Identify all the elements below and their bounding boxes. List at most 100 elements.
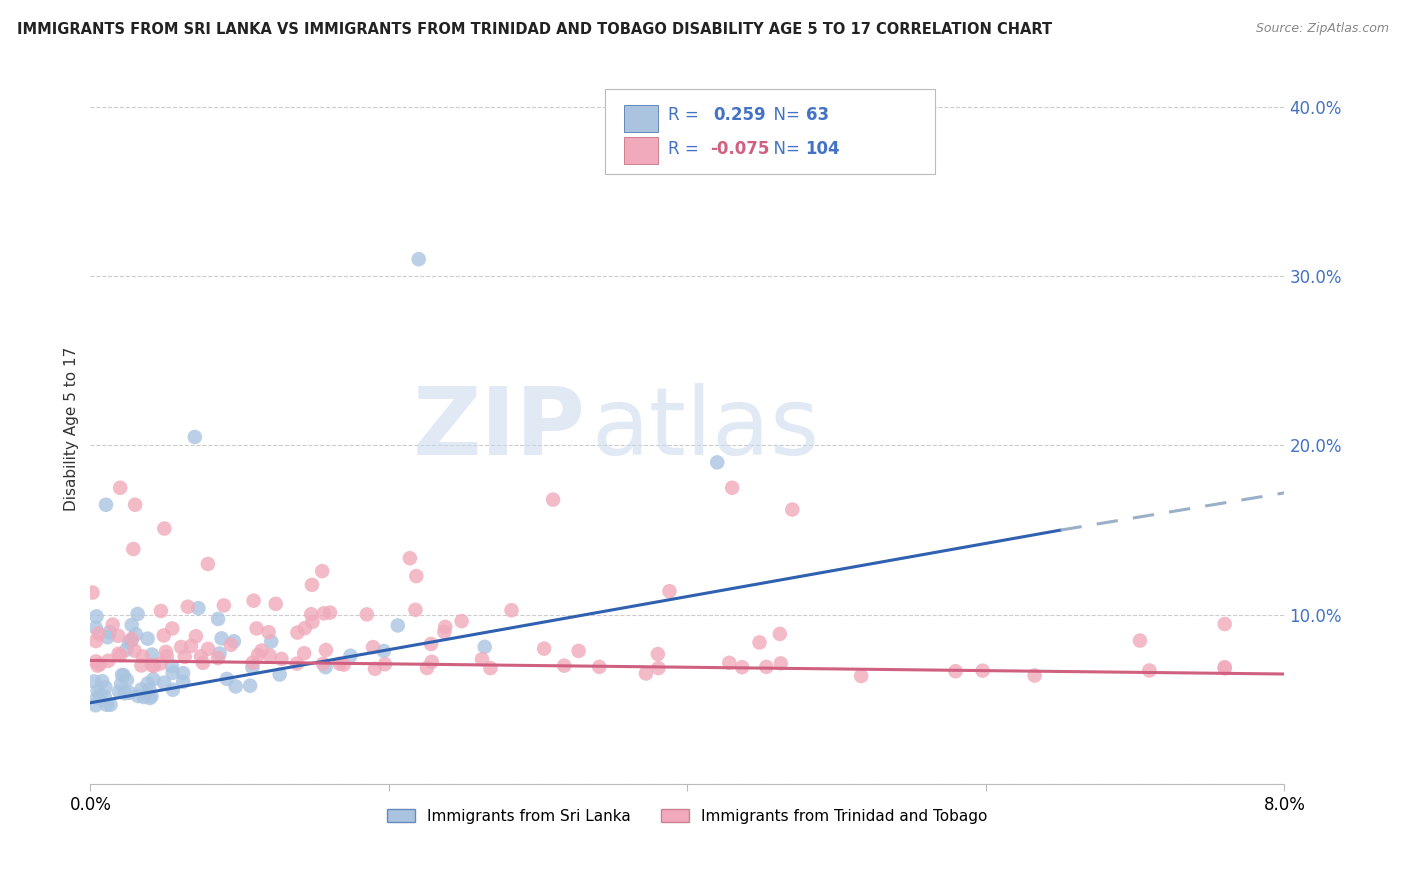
Point [658,584,681,599]
Point [405,569,427,583]
Point [433,624,456,639]
Point [398,551,420,566]
Text: R =: R = [668,106,704,124]
Point [124,498,146,512]
Text: N=: N= [763,106,806,124]
Point [474,640,496,654]
Point [247,648,270,662]
Point [121,632,143,646]
Point [118,635,141,649]
Point [257,625,280,640]
Point [84,655,107,669]
Legend: Immigrants from Sri Lanka, Immigrants from Trinidad and Tobago: Immigrants from Sri Lanka, Immigrants fr… [381,803,994,830]
Point [153,522,176,536]
Point [748,635,770,649]
Point [339,648,361,663]
Point [404,603,426,617]
Point [299,607,322,622]
Point [212,599,235,613]
Point [533,641,555,656]
Point [96,698,118,712]
Point [100,698,122,712]
Point [162,665,184,680]
Point [245,621,267,635]
Point [259,648,281,663]
Point [219,638,242,652]
Point [1129,633,1152,648]
Point [110,677,132,691]
Point [647,661,669,675]
Point [215,672,238,686]
Point [420,655,443,669]
Point [86,690,108,705]
Point [731,660,754,674]
Point [553,658,575,673]
Point [101,617,124,632]
Point [588,660,610,674]
Point [173,649,195,664]
Point [260,634,283,648]
Point [769,627,792,641]
Point [89,657,111,672]
Point [1024,668,1046,682]
Point [127,607,149,621]
Point [270,652,292,666]
Text: Source: ZipAtlas.com: Source: ZipAtlas.com [1256,22,1389,36]
Point [706,455,728,469]
Point [849,669,872,683]
Point [387,618,409,632]
Point [222,634,245,648]
Point [187,601,209,615]
Point [285,657,308,671]
Point [125,627,148,641]
Point [129,682,152,697]
Point [98,625,121,640]
Point [94,690,117,704]
Point [127,689,149,703]
Text: 63: 63 [806,106,828,124]
Point [972,664,994,678]
Point [160,658,183,673]
Point [156,649,179,664]
Point [718,656,741,670]
Point [769,657,792,671]
Point [312,607,335,621]
Point [434,620,457,634]
Point [207,612,229,626]
Point [755,660,778,674]
Point [420,637,443,651]
Point [136,676,159,690]
Point [332,657,354,672]
Point [141,648,163,662]
Point [634,666,657,681]
Point [114,686,136,700]
Point [84,621,107,635]
Point [319,606,342,620]
Point [83,674,105,689]
Point [107,629,129,643]
Point [86,684,108,698]
Point [149,604,172,618]
Point [242,656,264,670]
Point [945,664,967,678]
Point [91,674,114,689]
Point [155,645,177,659]
Point [122,542,145,557]
Point [647,647,669,661]
Point [197,557,219,571]
Text: -0.075: -0.075 [710,140,769,158]
Point [292,646,315,660]
Point [312,657,335,671]
Point [142,673,165,687]
Point [239,679,262,693]
Point [211,632,233,646]
Point [111,668,134,682]
Point [136,632,159,646]
Point [112,668,135,682]
Point [301,578,323,592]
Point [115,642,138,657]
Point [97,654,120,668]
Point [132,690,155,704]
Point [89,688,111,702]
Text: R =: R = [668,140,704,158]
